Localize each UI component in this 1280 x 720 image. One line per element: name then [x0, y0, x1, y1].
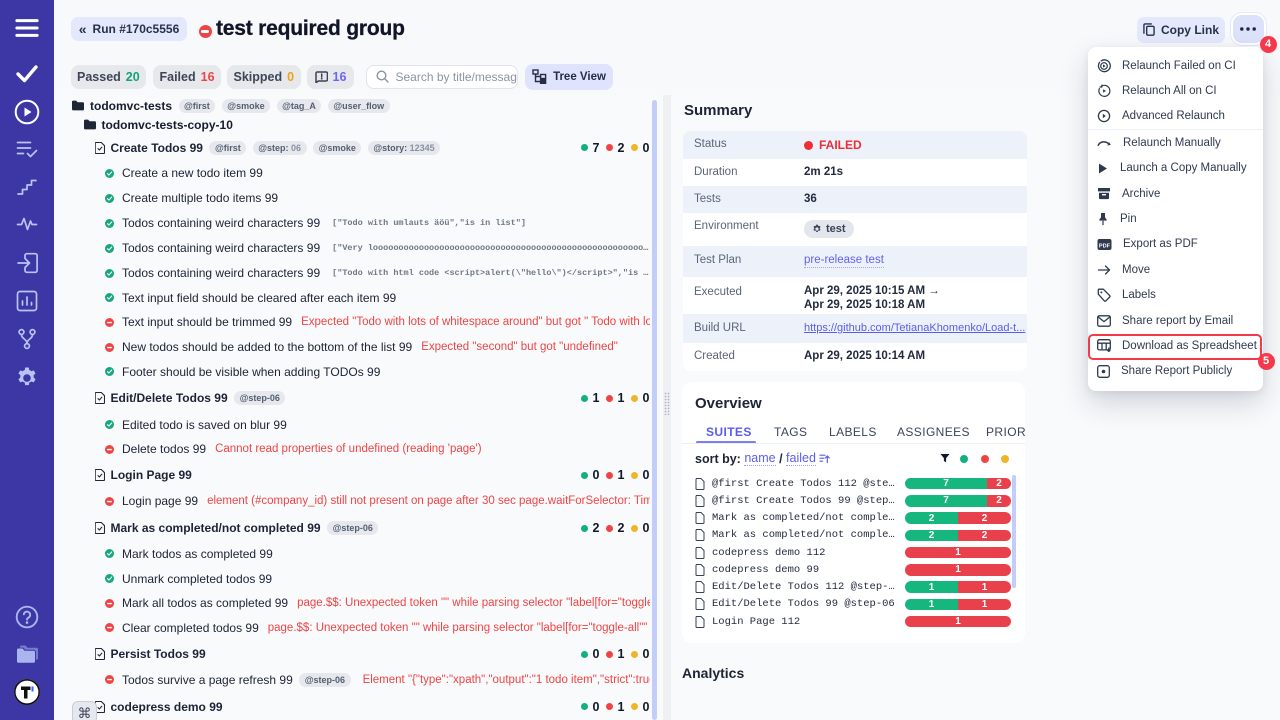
svg-text:PDF: PDF [1099, 243, 1111, 249]
